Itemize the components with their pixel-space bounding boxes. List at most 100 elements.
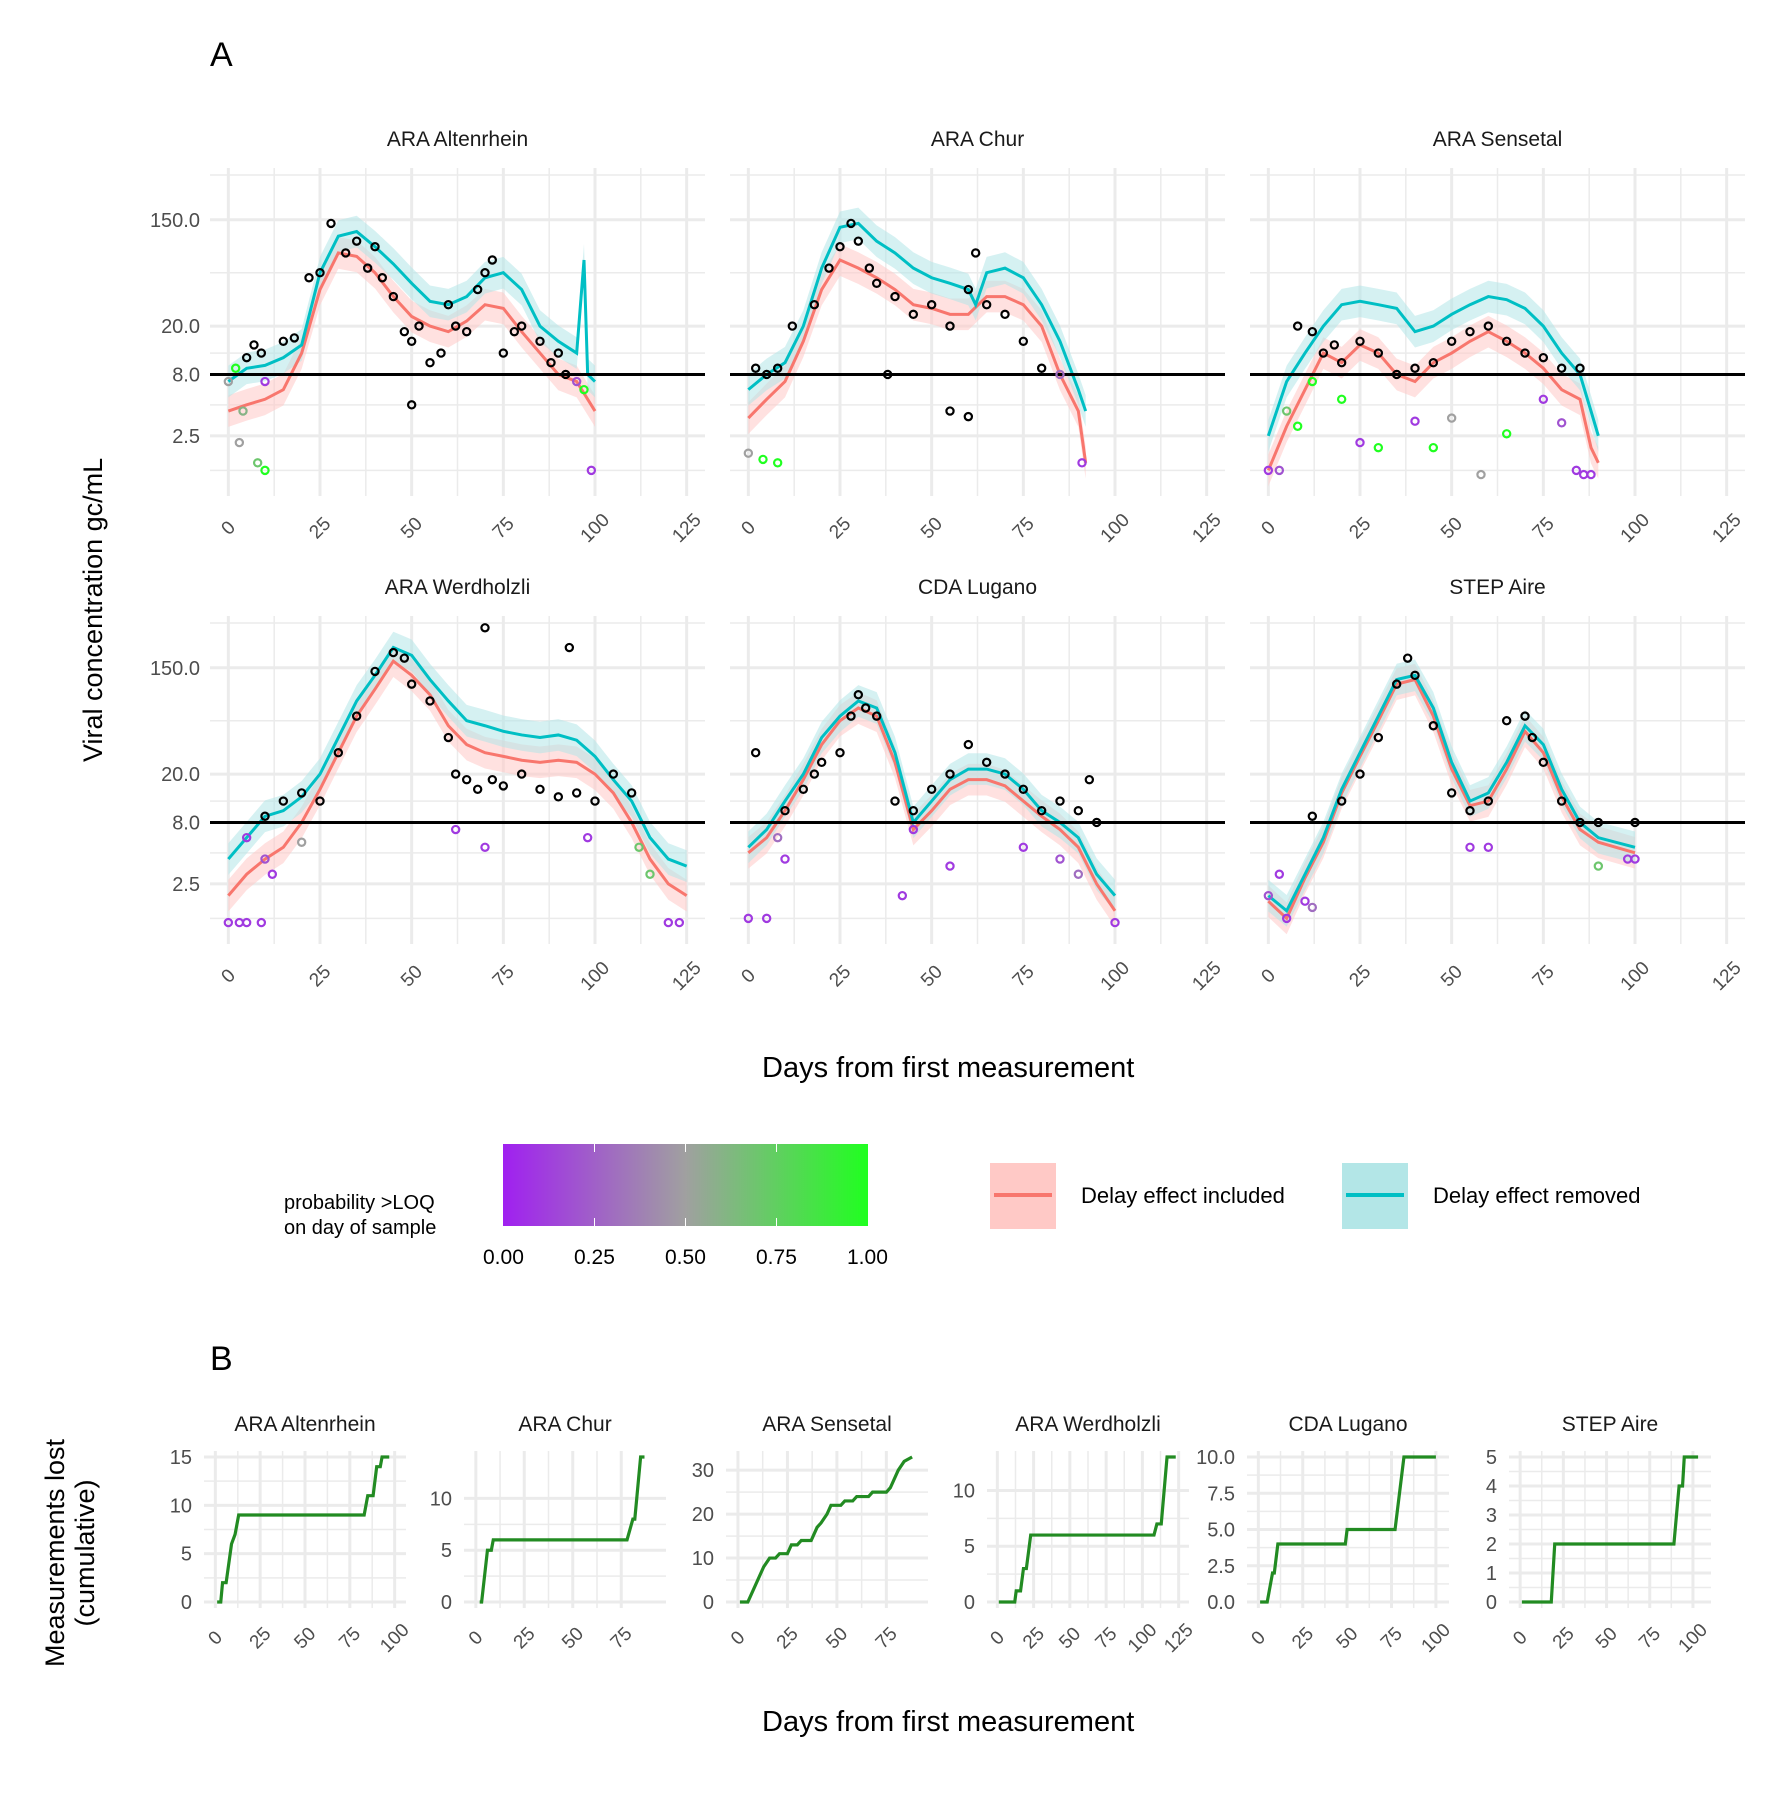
x-tick-label: 0 xyxy=(738,517,760,539)
y-tick-label: 3 xyxy=(1486,1505,1497,1527)
data-point xyxy=(970,248,981,258)
data-point xyxy=(750,363,761,373)
data-point xyxy=(1501,716,1512,726)
cumulative-lost-line xyxy=(479,1455,645,1604)
delay-removed-ribbon xyxy=(1268,280,1599,452)
cumulative-lost-line xyxy=(739,1455,913,1604)
y-tick-label: 5 xyxy=(181,1544,192,1566)
data-point xyxy=(362,263,373,273)
x-tick-label: 75 xyxy=(489,961,519,991)
data-point xyxy=(443,732,454,743)
data-point xyxy=(1630,817,1640,828)
data-point xyxy=(1446,413,1457,423)
x-tick-label: 0 xyxy=(738,965,760,987)
data-point xyxy=(304,273,314,283)
panel-b-y-axis-title-line2: (cumulative) xyxy=(70,1479,100,1627)
facet-b-ara-altenrhein: ARA Altenrhein 0 25 50 75 100 0 5 10 15 xyxy=(170,1413,414,1657)
x-tick-label: 25 xyxy=(305,961,335,991)
y-tick-label: 5.0 xyxy=(1207,1520,1235,1542)
panel-b-label: B xyxy=(210,1340,233,1378)
data-point xyxy=(882,369,893,380)
data-point xyxy=(252,458,263,468)
data-point xyxy=(908,805,919,816)
y-tick-label: 8.0 xyxy=(172,812,200,834)
data-point xyxy=(1281,913,1292,924)
data-point xyxy=(509,326,520,337)
data-point xyxy=(750,748,761,758)
colorbar-tick xyxy=(594,1218,595,1226)
data-point xyxy=(516,769,527,779)
x-tick-label: 75 xyxy=(1009,961,1039,991)
data-point xyxy=(945,321,955,331)
data-point xyxy=(1373,348,1384,358)
data-point xyxy=(1402,653,1413,663)
data-point xyxy=(1274,465,1285,476)
delay-included-ribbon xyxy=(748,244,1086,479)
x-tick-label: 100 xyxy=(1617,958,1654,995)
data-point xyxy=(674,917,685,928)
data-point xyxy=(890,796,900,806)
data-point xyxy=(1329,340,1340,350)
x-tick-label: 125 xyxy=(1188,958,1225,995)
data-point xyxy=(579,384,589,395)
data-point xyxy=(351,711,362,721)
data-point xyxy=(787,321,798,331)
y-tick-label: 1 xyxy=(1486,1563,1497,1585)
data-point xyxy=(223,376,234,387)
x-tick-label: 125 xyxy=(1188,510,1225,547)
data-point xyxy=(1373,732,1384,743)
delay-included-line xyxy=(1267,677,1636,921)
data-point xyxy=(945,769,955,779)
data-point xyxy=(241,917,252,928)
data-point xyxy=(1110,917,1120,928)
data-point xyxy=(1593,817,1604,828)
data-point xyxy=(1428,721,1439,731)
legend-key-delay-included xyxy=(990,1163,1056,1229)
data-point xyxy=(586,465,597,476)
data-point xyxy=(472,784,483,794)
y-tick-label: 10.0 xyxy=(1196,1447,1235,1469)
data-point xyxy=(1292,321,1303,331)
data-point xyxy=(835,242,845,252)
y-tick-label: 10 xyxy=(430,1488,452,1510)
data-point xyxy=(388,291,399,302)
data-point xyxy=(472,284,483,295)
data-point xyxy=(414,321,424,331)
data-point xyxy=(1428,442,1439,453)
data-point xyxy=(835,748,845,758)
data-point xyxy=(798,784,809,794)
data-point xyxy=(1391,369,1402,380)
delay-removed-line xyxy=(747,221,1088,412)
data-point xyxy=(223,917,234,928)
data-point xyxy=(249,340,259,350)
data-point xyxy=(1575,817,1585,828)
x-tick-label: 75 xyxy=(489,513,519,543)
data-point xyxy=(1077,458,1087,468)
x-tick-label: 125 xyxy=(668,958,705,995)
y-tick-label: 0.0 xyxy=(1207,1592,1235,1614)
data-point xyxy=(1556,418,1567,428)
data-point xyxy=(590,796,600,806)
data-point xyxy=(1055,369,1065,380)
x-tick-label: 100 xyxy=(1124,1620,1161,1657)
data-point xyxy=(340,248,351,258)
data-point xyxy=(564,642,575,653)
data-point xyxy=(1274,869,1285,879)
delay-removed-line xyxy=(227,229,597,383)
data-point xyxy=(1465,805,1475,816)
data-point xyxy=(377,273,388,283)
data-point xyxy=(1300,896,1310,906)
x-tick-label: 25 xyxy=(1345,513,1375,543)
x-tick-label: 25 xyxy=(825,513,855,543)
data-point xyxy=(230,363,241,373)
y-tick-label: 0 xyxy=(181,1592,192,1614)
x-tick-label: 50 xyxy=(1592,1623,1622,1653)
delay-included-line xyxy=(747,258,1088,464)
data-point xyxy=(461,774,472,785)
data-point xyxy=(234,917,245,928)
data-point xyxy=(871,711,882,721)
data-point xyxy=(234,437,245,448)
colorbar-tick-label: 0.75 xyxy=(756,1246,797,1269)
legend-label-delay-removed: Delay effect removed xyxy=(1433,1183,1641,1208)
colorbar-tick-label: 1.00 xyxy=(847,1246,888,1269)
